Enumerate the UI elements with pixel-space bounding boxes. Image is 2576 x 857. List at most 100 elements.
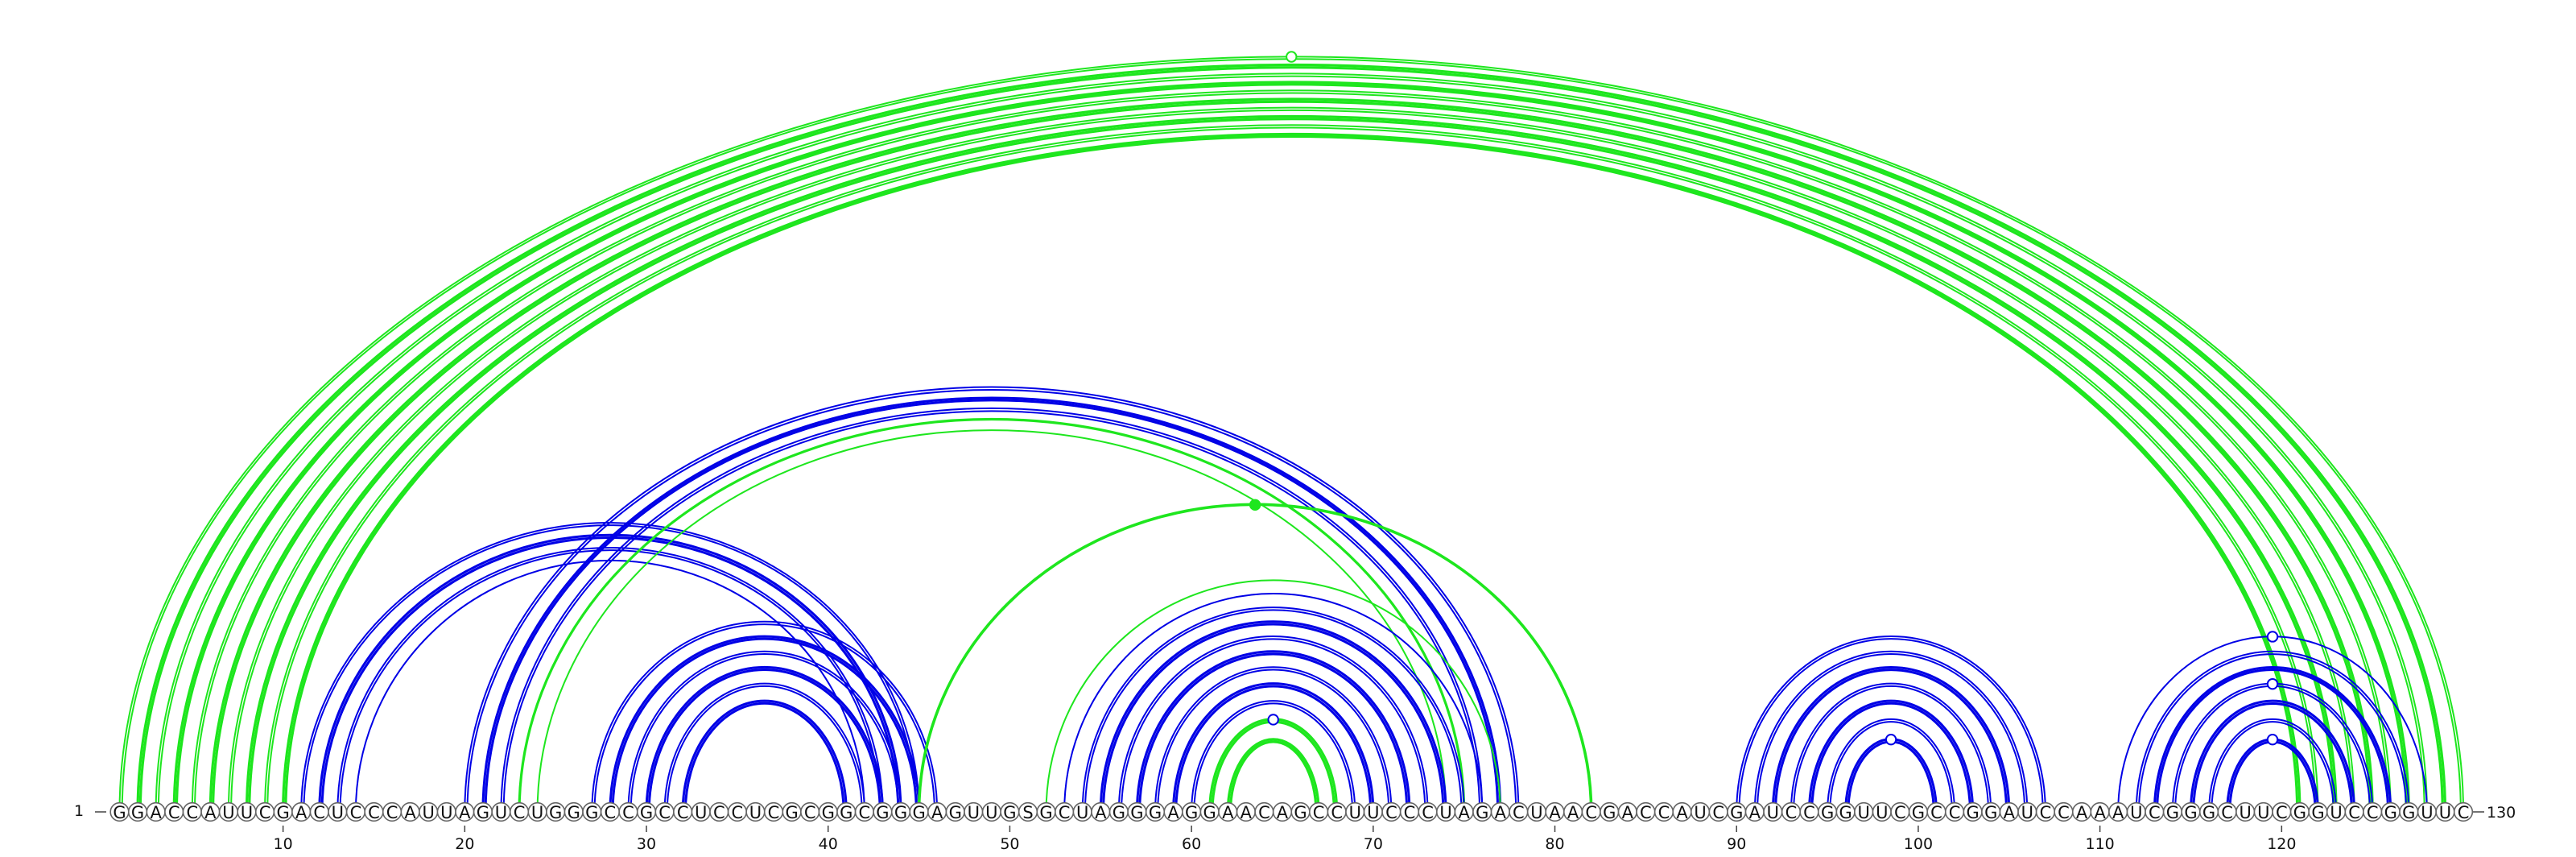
tick-label-70: 70 (1364, 835, 1383, 853)
arc-45-82 (917, 503, 1593, 813)
nucleotide-9: C (259, 803, 271, 822)
arc-92-105-inner (1774, 669, 2008, 813)
arc-32-41-inner (683, 702, 845, 813)
nucleotide-130: C (2458, 803, 2470, 822)
nucleotide-72: C (1404, 803, 1416, 822)
nucleotide-25: G (549, 803, 562, 822)
tick-label-110: 110 (2085, 835, 2114, 853)
nucleotide-79: U (1530, 803, 1542, 822)
nucleotide-77: A (1495, 803, 1507, 822)
tick-label-50: 50 (1000, 835, 1019, 853)
tick-label-100: 100 (1904, 835, 1933, 853)
arc-95-102-inner (1829, 721, 1953, 813)
arc-27-46 (591, 620, 939, 813)
nucleotide-13: U (332, 803, 344, 822)
nucleotide-102: C (1949, 803, 1961, 822)
nucleotide-17: A (404, 803, 416, 822)
nucleotide-43: G (876, 803, 889, 822)
nucleotide-14: C (350, 803, 362, 822)
arc-3-128 (156, 73, 2427, 812)
arc-22-76-inner (502, 410, 1481, 813)
nucleotide-10: G (276, 803, 289, 822)
nucleotide-2: G (131, 803, 144, 822)
nucleotide-90: G (1730, 803, 1743, 822)
nucleotide-50: G (1003, 803, 1016, 822)
nucleotide-104: G (1984, 803, 1997, 822)
nucleotide-114: G (2166, 803, 2179, 822)
nucleotide-120: C (2276, 803, 2288, 822)
nucleotide-12: C (313, 803, 325, 822)
nucleotide-73: C (1422, 803, 1434, 822)
nucleotide-46: A (931, 803, 943, 822)
arc-13-43-inner (339, 549, 881, 813)
arc-12-44 (318, 533, 902, 813)
nucleotide-circle-130 (2453, 801, 2474, 822)
nucleotide-51: S (1022, 803, 1033, 822)
nucleotide-110: A (2094, 803, 2106, 822)
arc-2-129 (136, 63, 2447, 813)
nucleotide-113: C (2149, 803, 2161, 822)
nucleotide-87: A (1676, 803, 1688, 822)
arc-90-107-inner (1738, 638, 2044, 813)
arc-24-74 (536, 428, 1447, 813)
nucleotide-6: A (204, 803, 217, 822)
nucleotide-33: U (695, 803, 707, 822)
nucleotide-44: G (894, 803, 907, 822)
arc-57-72-inner (1138, 652, 1409, 813)
arc-56-73-inner (1121, 638, 1426, 813)
marker-117-122 (2266, 733, 2279, 746)
arc-21-77 (481, 396, 1502, 813)
arc-27-46-inner (593, 623, 935, 813)
nucleotide-28: C (605, 803, 617, 822)
arc-markers (1249, 51, 2279, 746)
nucleotide-16: C (386, 803, 398, 822)
marker-45-82 (1249, 499, 1261, 511)
nucleotide-88: U (1694, 803, 1706, 822)
marker-96-101 (1885, 733, 1897, 746)
arc-57-72 (1135, 650, 1411, 813)
nucleotide-23: C (514, 803, 526, 822)
nucleotide-85: C (1640, 803, 1652, 822)
nucleotide-67: C (1313, 803, 1325, 822)
arc-113-126-inner (2156, 669, 2390, 813)
nucleotide-27: G (585, 803, 598, 822)
nucleotide-115: G (2184, 803, 2197, 822)
nucleotide-26: G (568, 803, 580, 822)
arc-28-45-inner (611, 637, 918, 813)
nucleotide-124: C (2348, 803, 2360, 822)
nucleotide-109: A (2076, 803, 2088, 822)
arc-20-78 (464, 386, 1520, 813)
nucleotide-117: C (2221, 803, 2233, 822)
arc-112-127 (2135, 650, 2410, 813)
nucleotide-78: C (1513, 803, 1525, 822)
arc-56-73 (1117, 635, 1429, 813)
arc-3-128-inner (159, 77, 2425, 812)
arc-6-125 (210, 99, 2372, 812)
arc-22-76 (500, 407, 1484, 813)
marker-111-128 (2266, 631, 2279, 643)
nucleotide-86: C (1658, 803, 1670, 822)
nucleotide-108: C (2058, 803, 2070, 822)
nucleotide-39: C (804, 803, 816, 822)
nucleotide-103: G (1966, 803, 1979, 822)
nucleotide-81: A (1567, 803, 1579, 822)
arc-10-121-inner (286, 136, 2297, 812)
arc-93-104 (1790, 682, 1992, 813)
nucleotide-111: A (2112, 803, 2124, 822)
position-ticks: 10 20 30 40 50 60 70 80 90 100 110 120 (274, 826, 2296, 853)
nucleotide-32: C (677, 803, 689, 822)
arc-4-127-inner (175, 83, 2408, 813)
nucleotide-118: U (2240, 803, 2252, 822)
nucleotide-24: U (531, 803, 543, 822)
nucleotide-80: A (1549, 803, 1561, 822)
nucleotide-63: A (1241, 803, 1253, 822)
arc-90-107 (1736, 635, 2046, 813)
arc-30-43 (645, 665, 884, 813)
arc-8-123 (246, 116, 2336, 812)
nucleotide-3: A (150, 803, 162, 822)
nucleotide-54: U (1076, 803, 1088, 822)
nucleotide-98: U (1876, 803, 1888, 822)
arc-31-42 (663, 682, 865, 813)
nucleotide-20: A (459, 803, 471, 822)
